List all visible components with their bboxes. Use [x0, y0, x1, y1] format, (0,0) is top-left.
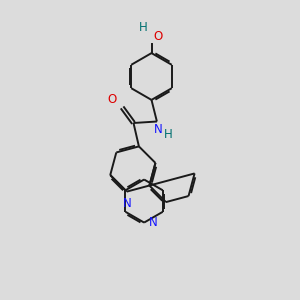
Text: H: H — [164, 128, 173, 141]
Text: N: N — [122, 197, 131, 210]
Text: H: H — [139, 22, 148, 34]
Text: O: O — [153, 30, 162, 43]
Text: O: O — [107, 93, 117, 106]
Text: N: N — [148, 216, 158, 229]
Text: N: N — [154, 123, 163, 136]
